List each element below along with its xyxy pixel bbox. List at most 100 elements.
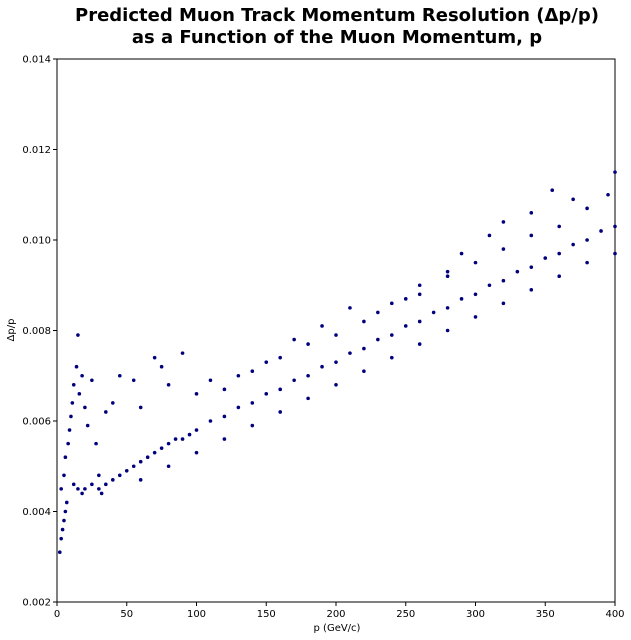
- data-point: [180, 351, 185, 355]
- data-point: [83, 487, 87, 491]
- data-point: [71, 482, 76, 487]
- data-point: [292, 378, 296, 383]
- scatter-points: [57, 170, 617, 555]
- x-tick-label: 350: [536, 609, 555, 620]
- data-point: [159, 446, 164, 450]
- data-point: [529, 287, 534, 292]
- data-point: [613, 251, 617, 256]
- x-axis: 0 50 100 150 200 250 300 350 400: [54, 602, 625, 620]
- data-point: [292, 337, 296, 342]
- x-tick-label: 200: [326, 609, 345, 620]
- data-point: [529, 211, 534, 215]
- data-point: [459, 251, 464, 256]
- data-point: [111, 401, 115, 405]
- data-point: [104, 482, 108, 487]
- data-point: [390, 301, 394, 306]
- x-tick-label: 50: [120, 609, 133, 620]
- data-point: [76, 487, 80, 491]
- data-point: [104, 410, 108, 414]
- data-point: [152, 450, 157, 455]
- data-point: [70, 401, 75, 405]
- data-point: [403, 324, 408, 328]
- data-point: [613, 224, 617, 229]
- data-point: [459, 297, 464, 301]
- data-point: [250, 401, 255, 405]
- data-point: [194, 428, 199, 432]
- data-point: [77, 392, 82, 396]
- data-point: [306, 342, 310, 346]
- y-axis-label: Δp/p: [6, 319, 17, 342]
- data-point: [334, 383, 338, 387]
- data-point: [417, 342, 422, 346]
- data-point: [501, 278, 506, 283]
- data-point: [159, 364, 164, 369]
- data-point: [403, 297, 408, 301]
- chart-title-line-1: Predicted Muon Track Momentum Resolution…: [75, 5, 599, 26]
- data-point: [571, 197, 575, 202]
- data-point: [236, 405, 241, 410]
- data-point: [131, 378, 136, 383]
- data-point: [85, 423, 90, 428]
- data-point: [320, 364, 324, 369]
- data-point: [138, 405, 143, 410]
- data-point: [445, 328, 450, 333]
- data-point: [97, 487, 101, 491]
- x-tick-label: 0: [54, 609, 60, 620]
- y-tick-label: 0.012: [22, 145, 51, 156]
- data-point: [138, 459, 143, 464]
- data-point: [63, 509, 68, 514]
- data-point: [557, 251, 561, 256]
- data-point: [613, 170, 617, 174]
- data-point: [71, 383, 76, 387]
- data-point: [194, 392, 199, 396]
- data-point: [208, 378, 213, 383]
- data-point: [557, 274, 561, 279]
- data-point: [76, 333, 80, 337]
- data-point: [278, 410, 283, 414]
- data-point: [362, 369, 366, 374]
- data-point: [74, 364, 79, 369]
- data-point: [585, 206, 589, 211]
- data-point: [97, 473, 101, 478]
- data-point: [390, 355, 394, 360]
- data-point: [348, 351, 352, 355]
- data-point: [83, 405, 87, 410]
- x-axis-label: p (GeV/c): [314, 623, 361, 634]
- data-point: [63, 455, 68, 460]
- data-point: [515, 269, 520, 274]
- data-point: [166, 383, 171, 387]
- data-point: [131, 464, 136, 469]
- data-point: [99, 491, 104, 496]
- data-point: [473, 315, 478, 319]
- data-point: [250, 423, 255, 428]
- data-point: [117, 473, 122, 478]
- y-axis: 0.002 0.004 0.006 0.008 0.010 0.012 0.014: [22, 55, 57, 609]
- data-point: [111, 478, 115, 482]
- data-point: [557, 224, 561, 229]
- data-point: [473, 260, 478, 265]
- y-tick-label: 0.006: [22, 417, 51, 428]
- data-point: [334, 333, 338, 337]
- data-point: [264, 392, 269, 396]
- data-point: [278, 387, 283, 392]
- plot-area-frame: [56, 58, 616, 603]
- data-point: [417, 292, 422, 297]
- data-point: [306, 396, 310, 401]
- y-tick-label: 0.010: [22, 236, 51, 247]
- data-point: [180, 437, 185, 441]
- data-point: [152, 355, 157, 360]
- data-point: [606, 192, 610, 197]
- data-point: [543, 256, 548, 260]
- data-point: [417, 319, 422, 324]
- data-point: [194, 450, 199, 455]
- data-point: [222, 414, 227, 419]
- data-point: [57, 550, 62, 555]
- data-point: [278, 355, 283, 360]
- data-point: [445, 274, 450, 279]
- data-point: [320, 324, 324, 328]
- data-point: [62, 473, 66, 478]
- data-point: [124, 468, 129, 473]
- data-point: [348, 306, 352, 310]
- y-tick-label: 0.014: [22, 55, 51, 66]
- data-point: [417, 283, 422, 288]
